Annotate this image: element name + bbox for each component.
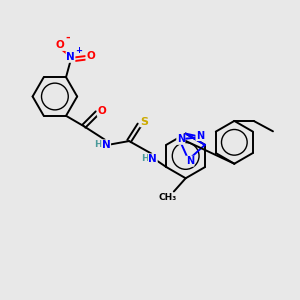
Text: H: H xyxy=(94,140,102,149)
Text: N: N xyxy=(177,134,185,144)
Text: H: H xyxy=(141,154,148,164)
Text: N: N xyxy=(148,154,157,164)
Text: N: N xyxy=(186,156,194,166)
Text: O: O xyxy=(97,106,106,116)
Text: +: + xyxy=(75,46,82,55)
Text: O: O xyxy=(86,51,95,62)
Text: N: N xyxy=(196,130,204,140)
Text: N: N xyxy=(102,140,110,150)
Text: O: O xyxy=(56,40,64,50)
Text: CH₃: CH₃ xyxy=(159,193,177,202)
Text: N: N xyxy=(66,52,75,62)
Text: S: S xyxy=(140,117,148,127)
Text: -: - xyxy=(65,33,70,43)
